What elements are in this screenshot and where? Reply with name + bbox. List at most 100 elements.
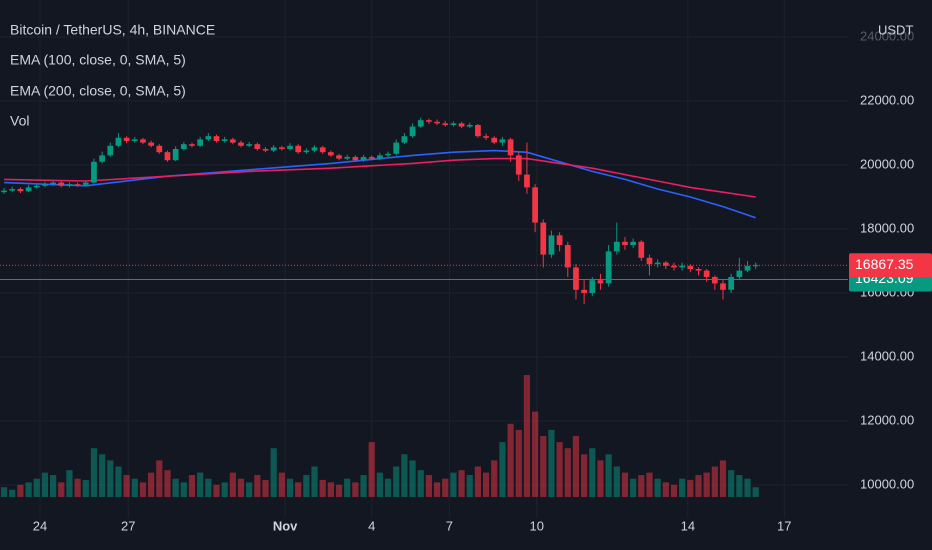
volume-bar [319,479,326,497]
volume-bar [515,429,522,497]
volume-bar [703,472,710,497]
volume-bar [344,478,351,497]
volume-bar [49,475,57,497]
volume-bar [254,475,261,497]
volume-bar [425,475,433,497]
candle-body [646,257,653,265]
volume-bar [221,482,228,497]
candle-body [107,145,114,156]
volume-bar [131,478,138,497]
x-tick-label: 10 [530,518,544,533]
candle-body [17,188,24,192]
volume-bar [303,475,310,497]
y-tick-label: 24000.00 [860,28,914,43]
candle-body [262,148,269,151]
volume-bar [458,470,465,497]
volume-bar [589,448,596,497]
candle-body [172,148,179,161]
candle-body [303,150,310,153]
volume-bar [205,478,212,497]
volume-bar [197,472,204,497]
volume-bar [695,475,702,497]
candle-body [278,147,285,149]
volume-bar [123,475,130,497]
volume-bar [213,484,220,497]
indicator-label: Vol [10,113,29,129]
candle-body [703,270,710,278]
volume-bar [401,454,408,497]
volume-bar [139,482,147,497]
volume-bar [270,448,277,497]
volume-bar [646,472,653,497]
candle-body [540,222,547,255]
candle-body [491,137,498,143]
volume-bar [630,478,637,497]
indicator-label: EMA (100, close, 0, SMA, 5) [10,52,186,68]
candle-body [720,283,726,290]
volume-bar [90,448,98,497]
candle-body [131,139,138,141]
candle-body [50,182,56,185]
volume-bar [327,482,334,497]
candle-body [213,136,220,141]
candle-body [270,147,277,151]
candle-body [197,139,204,146]
candle-body [66,184,73,186]
y-tick-label: 22000.00 [860,92,914,107]
y-tick-label: 18000.00 [860,220,914,235]
candle-body [9,188,16,191]
candle-body [613,241,620,252]
volume-bar [376,472,383,497]
volume-bar [474,466,482,497]
volume-bar [572,436,580,497]
volume-bar [507,423,514,497]
candle-body [466,124,473,127]
volume-bar [384,478,392,497]
volume-bar [581,454,588,497]
volume-bar [621,472,629,497]
candle-body [205,136,212,140]
y-tick-label: 14000.00 [860,348,914,363]
candle-body [393,142,400,154]
volume-bar [148,472,155,497]
volume-bar [246,482,253,497]
candle-body [123,137,130,141]
candle-body [426,120,432,122]
candle-body [475,124,481,137]
chart-title: Bitcoin / TetherUS, 4h, BINANCE [10,22,215,38]
volume-bar [164,470,171,497]
volume-bar [41,472,49,497]
candle-body [287,145,293,149]
candle-body [58,182,65,186]
volume-bar [442,478,449,497]
volume-bar [107,460,114,497]
candle-body [409,126,416,137]
candle-body [311,147,318,151]
candle-body [597,280,604,284]
volume-bar [548,429,555,497]
volume-bar [17,484,24,497]
volume-bar [532,411,539,497]
candle-body [744,265,751,271]
currency-label: USDT [878,22,913,37]
volume-bar [66,470,73,497]
candle-body [442,123,449,125]
candle-body [736,270,743,278]
volume-bar [670,484,678,497]
candle-body [246,144,253,146]
volume-pane [0,375,759,497]
volume-bar [58,482,65,497]
indicator-label: EMA (200, close, 0, SMA, 5) [10,83,186,99]
volume-bar [499,442,506,497]
candle-body [401,136,408,143]
volume-bar [180,482,187,497]
volume-bar [654,478,661,497]
candle-body [164,152,171,161]
volume-bar [262,479,269,497]
candle-body [695,269,702,271]
candle-body [1,190,7,193]
candles [1,117,759,305]
candle-body [352,156,359,161]
volume-bar [33,478,40,497]
candle-body [711,277,718,284]
